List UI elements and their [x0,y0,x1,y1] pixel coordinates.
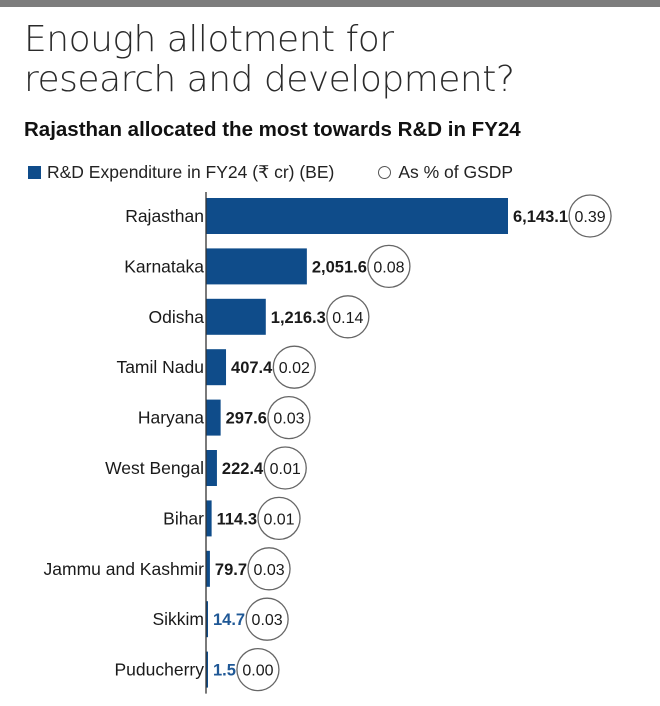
pct-circle [272,345,316,389]
value-label: 297.6 [226,410,267,428]
value-label: 114.3 [217,510,257,528]
pct-circle [257,496,301,541]
bar-karnataka [206,248,307,285]
legend: R&D Expenditure in FY24 (₹ cr) (BE) As %… [28,160,513,184]
title-line-1: Enough allotment for [24,19,394,60]
pct-label: 0.39 [574,209,605,226]
pct-label: 0.03 [253,562,284,579]
pct-circle [263,446,307,490]
pct-label: 0.14 [332,310,363,327]
category-label: Puducherry [115,660,205,680]
category-label: Bihar [163,508,204,528]
bar-puducherry [206,651,208,688]
chart-title: Enough allotment for research and develo… [24,20,644,100]
category-label: Tamil Nadu [116,357,204,377]
legend-circle-swatch [378,165,392,179]
bar-jammu-and-kashmir [206,550,210,587]
category-label: Sikkim [152,609,204,629]
value-label: 6,143.1 [513,208,568,226]
pct-circle [247,547,291,591]
pct-label: 0.01 [263,511,294,528]
pct-circle [326,295,370,339]
pct-circle [367,244,411,289]
bar-west-bengal [206,450,217,486]
bar-sikkim [206,601,208,638]
category-label: Karnataka [124,256,204,276]
pct-label: 0.02 [279,360,310,377]
bar-tamil-nadu [206,349,227,386]
value-label: 1.5 [213,662,236,680]
chart-subtitle: Rajasthan allocated the most towards R&D… [24,118,521,141]
legend-bar-swatch [28,165,41,179]
top-rule [0,0,660,7]
category-label: Jammu and Kashmir [44,559,205,579]
title-line-2: research and development? [24,59,515,100]
legend-bar-label: R&D Expenditure in FY24 (₹ cr) (BE) [47,161,335,182]
bar-rajasthan [206,198,508,234]
bar-haryana [206,399,221,436]
category-label: Haryana [138,408,204,428]
value-label: 79.7 [215,561,247,579]
pct-label: 0.03 [273,411,304,428]
pct-label: 0.03 [252,612,283,629]
pct-label: 0.01 [270,461,301,478]
pct-circle [568,194,612,238]
category-label: West Bengal [105,458,204,478]
category-label: Odisha [149,307,205,327]
value-label: 2,051.6 [312,258,367,276]
pct-circle [245,597,289,641]
legend-pct-label: As % of GSDP [398,161,514,182]
value-label: 1,216.3 [271,309,326,327]
pct-circle [236,647,280,692]
value-label: 222.4 [222,460,264,478]
pct-circle [267,395,311,440]
pct-label: 0.00 [242,663,273,680]
value-label: 407.4 [231,359,273,377]
pct-label: 0.08 [373,259,404,276]
bar-bihar [206,500,212,537]
bar-odisha [206,298,266,335]
value-label: 14.7 [213,611,245,629]
category-label: Rajasthan [125,206,204,226]
